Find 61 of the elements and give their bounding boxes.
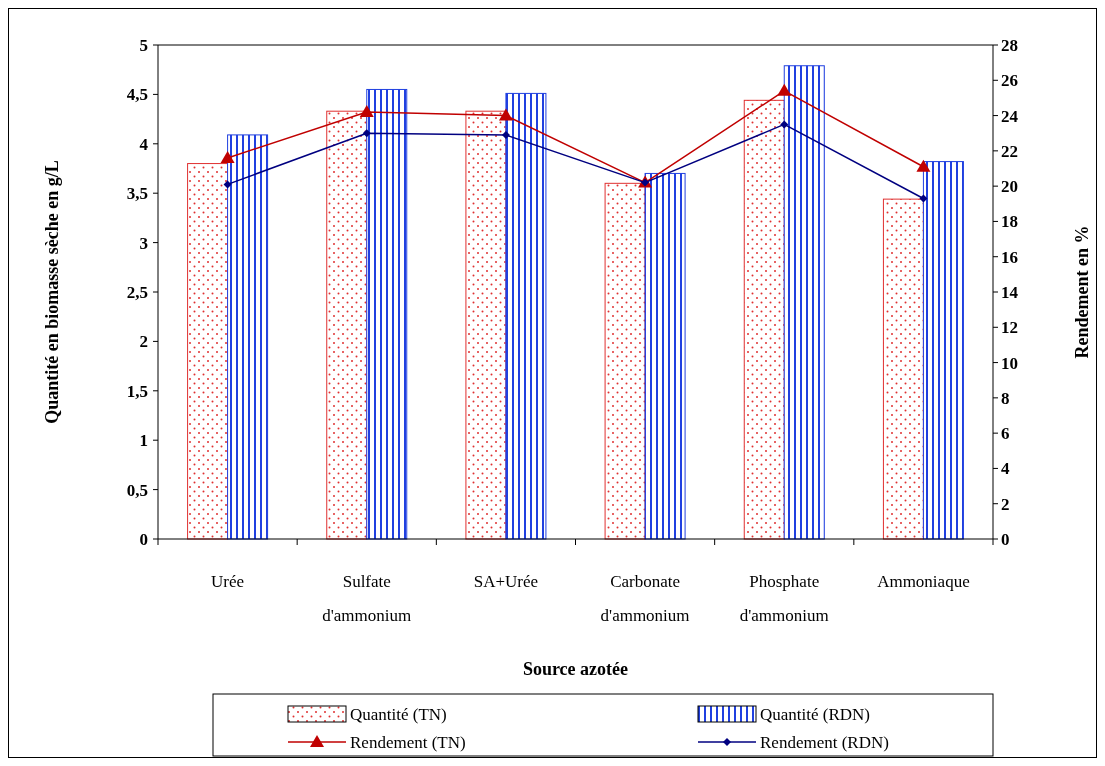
point <box>916 159 931 172</box>
point <box>919 194 928 203</box>
y2-tick-label: 24 <box>1001 106 1019 126</box>
bar <box>743 99 785 540</box>
x-tick-label: Sulfate d'ammonium <box>322 572 412 625</box>
point <box>359 105 374 118</box>
x-tick-label: Carbonate d'ammonium <box>600 572 690 625</box>
y-tick-label: 2,5 <box>126 282 148 302</box>
y2-tick-label: 26 <box>1001 71 1018 91</box>
x-tick-label: SA+Urée <box>473 572 539 591</box>
legend-label: Quantité (RDN) <box>760 704 871 724</box>
y2-tick-label: 4 <box>1001 459 1010 479</box>
bar <box>783 65 825 540</box>
bar <box>604 182 646 540</box>
y2-axis-title: Rendement en % <box>1071 225 1092 359</box>
y2-tick-label: 20 <box>1001 177 1018 197</box>
y2-tick-label: 10 <box>1001 353 1018 373</box>
y2-tick-label: 0 <box>1001 529 1010 549</box>
point <box>223 180 232 189</box>
y2-tick-label: 14 <box>1001 282 1019 302</box>
point <box>780 120 789 129</box>
y2-tick-label: 22 <box>1001 141 1018 161</box>
legend-label: Rendement (RDN) <box>760 732 889 752</box>
legend-label: Quantité (TN) <box>350 704 447 724</box>
y-tick-label: 5 <box>139 35 148 55</box>
bar <box>922 161 964 540</box>
bar <box>465 110 507 540</box>
point <box>220 150 235 163</box>
point <box>498 108 513 121</box>
y-tick-label: 0,5 <box>126 480 148 500</box>
x-tick-label: Urée <box>211 572 245 591</box>
y2-tick-label: 28 <box>1001 35 1018 55</box>
bar <box>326 110 368 540</box>
y2-tick-label: 8 <box>1001 388 1010 408</box>
y-tick-label: 4,5 <box>126 85 148 105</box>
y2-tick-label: 18 <box>1001 212 1018 232</box>
y2-tick-label: 12 <box>1001 318 1018 338</box>
x-tick-label: Ammoniaque <box>877 572 970 591</box>
y-tick-label: 1 <box>139 431 148 451</box>
y-axis-title: Quantité en biomasse sèche en g/L <box>42 160 62 424</box>
point <box>501 130 510 139</box>
y2-tick-label: 6 <box>1001 424 1010 444</box>
bar <box>882 198 924 540</box>
y2-tick-label: 16 <box>1001 247 1018 267</box>
bar <box>227 134 269 540</box>
y-tick-label: 3 <box>139 233 148 253</box>
bar <box>644 172 686 540</box>
point <box>362 129 371 138</box>
y2-tick-label: 2 <box>1001 494 1010 514</box>
bar <box>187 163 229 540</box>
point <box>777 83 792 96</box>
y-tick-label: 3,5 <box>126 184 148 204</box>
bar <box>505 92 547 540</box>
x-tick-label: Phosphate d'ammonium <box>739 572 829 625</box>
y-tick-label: 2 <box>139 332 148 352</box>
x-axis-title: Source azotée <box>522 659 629 679</box>
y-tick-label: 4 <box>139 134 149 154</box>
y-tick-label: 0 <box>139 529 148 549</box>
legend-label: Rendement (TN) <box>350 732 466 752</box>
y-tick-label: 1,5 <box>126 381 148 401</box>
bar <box>366 88 408 540</box>
